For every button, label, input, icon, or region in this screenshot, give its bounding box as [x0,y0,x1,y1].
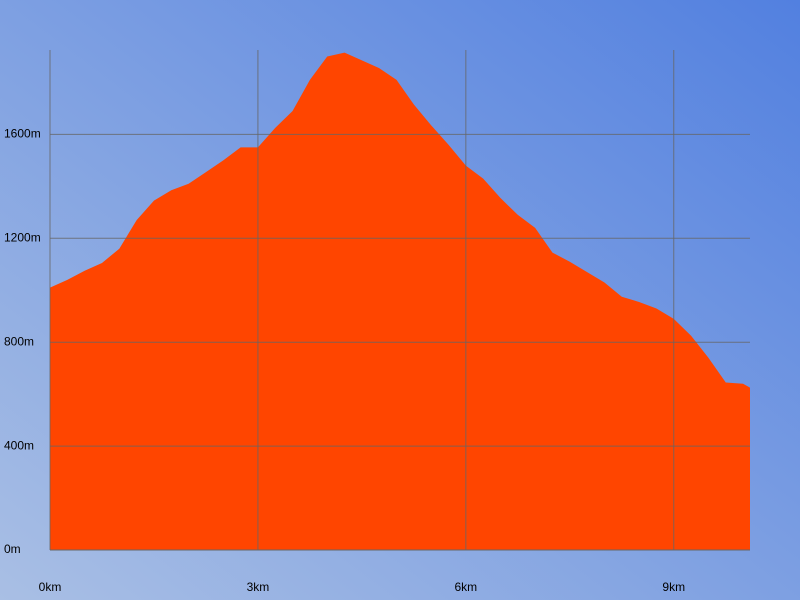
y-tick-label: 1600m [4,127,41,141]
y-tick-label: 1200m [4,230,41,244]
y-tick-label: 400m [4,438,34,452]
elevation-area [50,52,750,550]
y-tick-label: 800m [4,334,34,348]
y-tick-label: 0m [4,542,21,556]
x-tick-label: 9km [662,580,685,594]
x-tick-label: 0km [39,580,62,594]
x-tick-label: 6km [455,580,478,594]
x-tick-label: 3km [247,580,270,594]
